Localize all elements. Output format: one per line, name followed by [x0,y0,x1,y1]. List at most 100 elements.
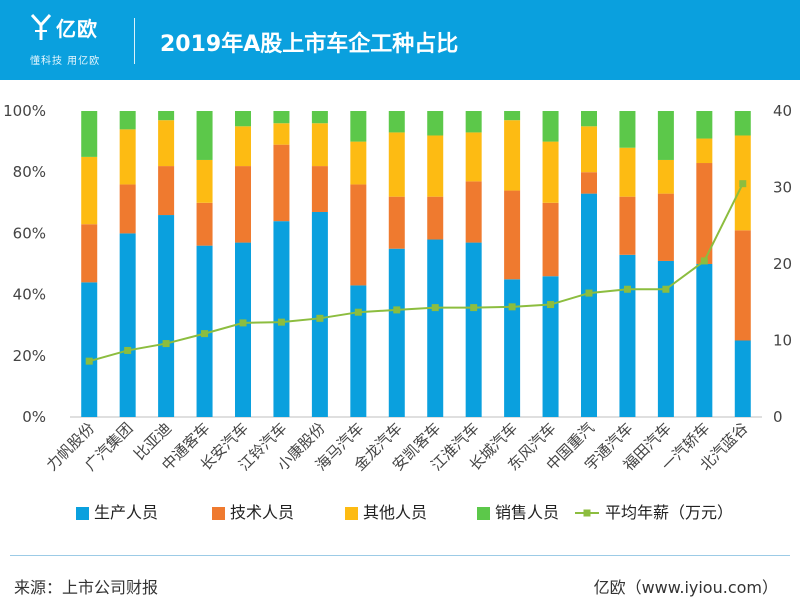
bar-segment-4 [81,111,98,157]
salary-point [124,346,132,354]
y-right-tick-label: 30 [773,179,792,197]
salary-point [85,357,93,365]
bar-segment-3 [619,147,636,197]
bar-segment-2 [311,166,328,212]
salary-point [662,285,670,293]
salary-point [431,304,439,312]
y-left-tick-label: 0% [22,408,46,426]
bar-segment-3 [235,126,251,167]
bar-segment-4 [350,111,367,142]
bar-segment-1 [388,248,405,417]
header-divider [134,18,135,64]
bar-segment-3 [542,141,559,203]
bar-segment-3 [657,159,674,194]
bar-segment-1 [696,264,713,417]
legend-label: 技术人员 [230,503,294,522]
legend-swatch-4 [477,507,490,520]
bar-segment-2 [81,224,98,283]
salary-point [547,301,555,309]
bar-segment-2 [657,193,674,261]
bar-segment-4 [465,111,482,133]
bar-segment-3 [427,135,444,197]
bar-segment-4 [657,111,674,160]
bar-segment-2 [388,196,405,249]
salary-point [508,303,516,311]
y-right-tick-label: 0 [773,408,783,426]
bar-segment-4 [235,111,251,127]
bar-segment-3 [158,120,175,167]
bar-segment-1 [734,340,751,417]
bar-segment-4 [273,111,290,124]
bar-segment-4 [311,111,328,124]
bar-segment-1 [504,279,521,417]
bar-segment-1 [465,242,482,417]
bar-segment-2 [465,181,482,243]
salary-point [585,289,593,297]
bar-segment-1 [311,211,328,417]
bar-segment-4 [542,111,559,142]
bar-segment-3 [273,123,290,145]
bar-segment-2 [119,184,136,234]
bar-segment-1 [235,242,251,417]
bar-segment-3 [504,120,521,191]
bar-segment-4 [119,111,136,130]
bar-segment-2 [734,230,751,341]
salary-point [316,314,324,322]
bar-segment-3 [119,129,136,185]
salary-line-path [88,183,744,363]
bar-segment-1 [657,260,674,417]
bar-segment-1 [619,254,636,417]
bar-segment-4 [158,111,175,121]
legend-swatch-2 [212,507,225,520]
bar-segment-1 [581,193,597,417]
bar-segment-1 [427,239,444,417]
y-right-tick-label: 10 [773,332,792,350]
salary-point [623,285,631,293]
bar-segment-2 [273,144,290,222]
y-left-tick-label: 80% [13,163,46,181]
y-right-tick-label: 20 [773,255,792,273]
bar-segment-1 [119,233,136,417]
bar-segment-2 [196,202,213,246]
salary-point [239,319,247,327]
category-labels: 力帆股份广汽集团比亚迪中通客车长安汽车江铃汽车小康股份海马汽车金龙汽车安凯客车江… [43,419,752,474]
bar-segment-2 [158,166,175,216]
bar-segment-2 [427,196,444,240]
bar-segment-4 [427,111,444,136]
chart-legend: 生产人员 技术人员 其他人员 销售人员 平均年薪（万元） [76,503,733,522]
y-left-tick-label: 100% [3,102,46,120]
chart-axes: 0% 20% 40% 60% 80% 100% 0 10 20 30 40 [3,102,792,426]
bar-segment-3 [311,123,328,167]
source-note: 来源：上市公司财报 [14,578,159,597]
salary-point [700,257,708,265]
bar-segment-2 [350,184,367,286]
bar-segment-2 [504,190,521,280]
legend-label: 销售人员 [495,503,559,522]
footer-divider [10,555,790,556]
bar-segment-3 [581,126,597,173]
legend-label: 平均年薪（万元） [605,503,733,522]
legend-label: 生产人员 [94,503,158,522]
legend-label: 其他人员 [363,503,427,522]
bar-segment-3 [696,138,713,164]
salary-line [85,180,747,365]
bar-segment-3 [350,141,367,185]
bar-segment-4 [504,111,521,121]
legend-swatch-3 [345,507,358,520]
bar-segment-1 [81,282,98,417]
y-left-tick-label: 60% [13,224,46,242]
salary-point [739,180,747,188]
bar-segment-3 [465,132,482,182]
logo-text: 亿欧 [56,17,98,41]
bar-segment-4 [196,111,213,160]
bar-segment-4 [581,111,597,127]
bar-segment-1 [350,285,367,417]
y-left-tick-label: 20% [13,347,46,365]
y-left-tick-label: 40% [13,286,46,304]
logo-tagline: 懂科技 用亿欧 [30,56,101,67]
bar-segment-4 [696,111,713,139]
bar-segment-4 [734,111,751,136]
bar-segment-3 [388,132,405,197]
salary-point [277,318,285,326]
header-banner: 亿欧 懂科技 用亿欧 2019年A股上市车企工种占比 [0,0,800,80]
